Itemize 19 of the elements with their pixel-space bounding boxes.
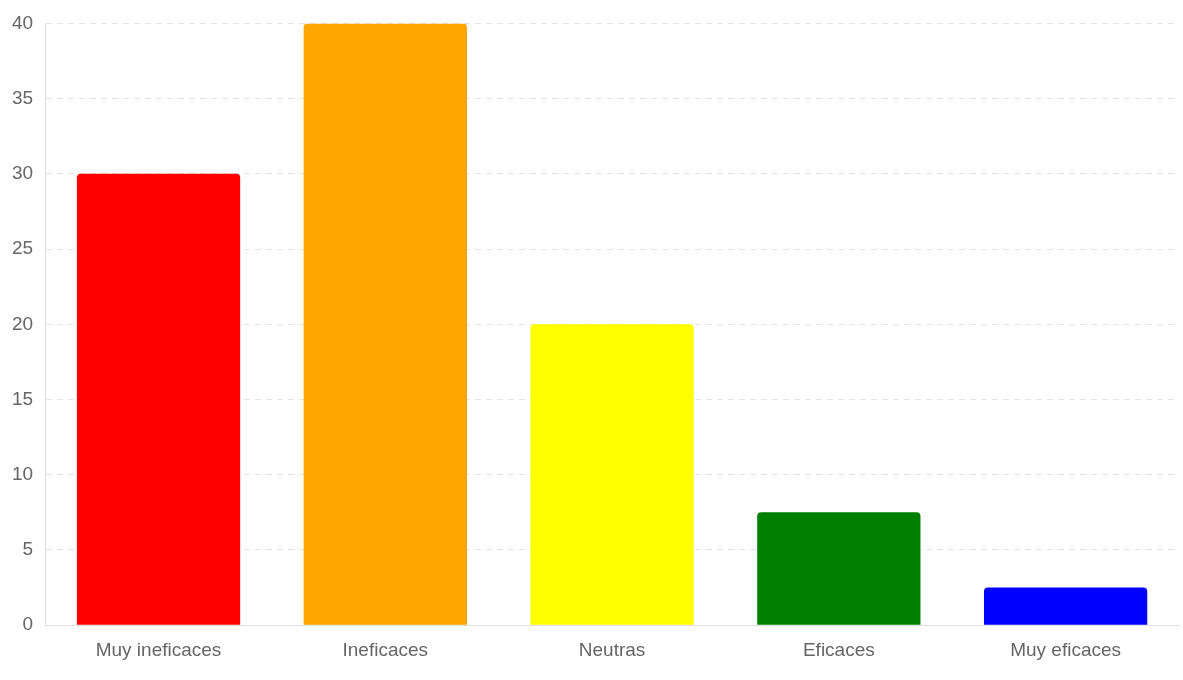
bar bbox=[303, 23, 467, 625]
y-tick-label: 30 bbox=[11, 162, 34, 184]
bar bbox=[76, 173, 241, 625]
bar bbox=[530, 324, 694, 625]
x-tick-label: Muy ineficaces bbox=[95, 638, 222, 660]
y-tick-label: 10 bbox=[11, 462, 34, 484]
x-tick-label: Muy eficaces bbox=[1010, 638, 1122, 660]
x-tick-label: Ineficaces bbox=[342, 638, 429, 660]
y-tick-label: 5 bbox=[22, 538, 34, 560]
x-tick-label: Eficaces bbox=[802, 638, 875, 660]
x-tick-label: Neutras bbox=[578, 638, 646, 660]
y-tick-label: 15 bbox=[11, 387, 34, 409]
y-tick-label: 40 bbox=[11, 11, 34, 33]
y-tick-label: 35 bbox=[11, 86, 34, 108]
y-tick-label: 0 bbox=[22, 613, 34, 635]
y-tick-label: 20 bbox=[11, 312, 34, 334]
bar bbox=[757, 512, 921, 625]
y-tick-label: 25 bbox=[11, 237, 34, 259]
bar bbox=[983, 587, 1148, 625]
